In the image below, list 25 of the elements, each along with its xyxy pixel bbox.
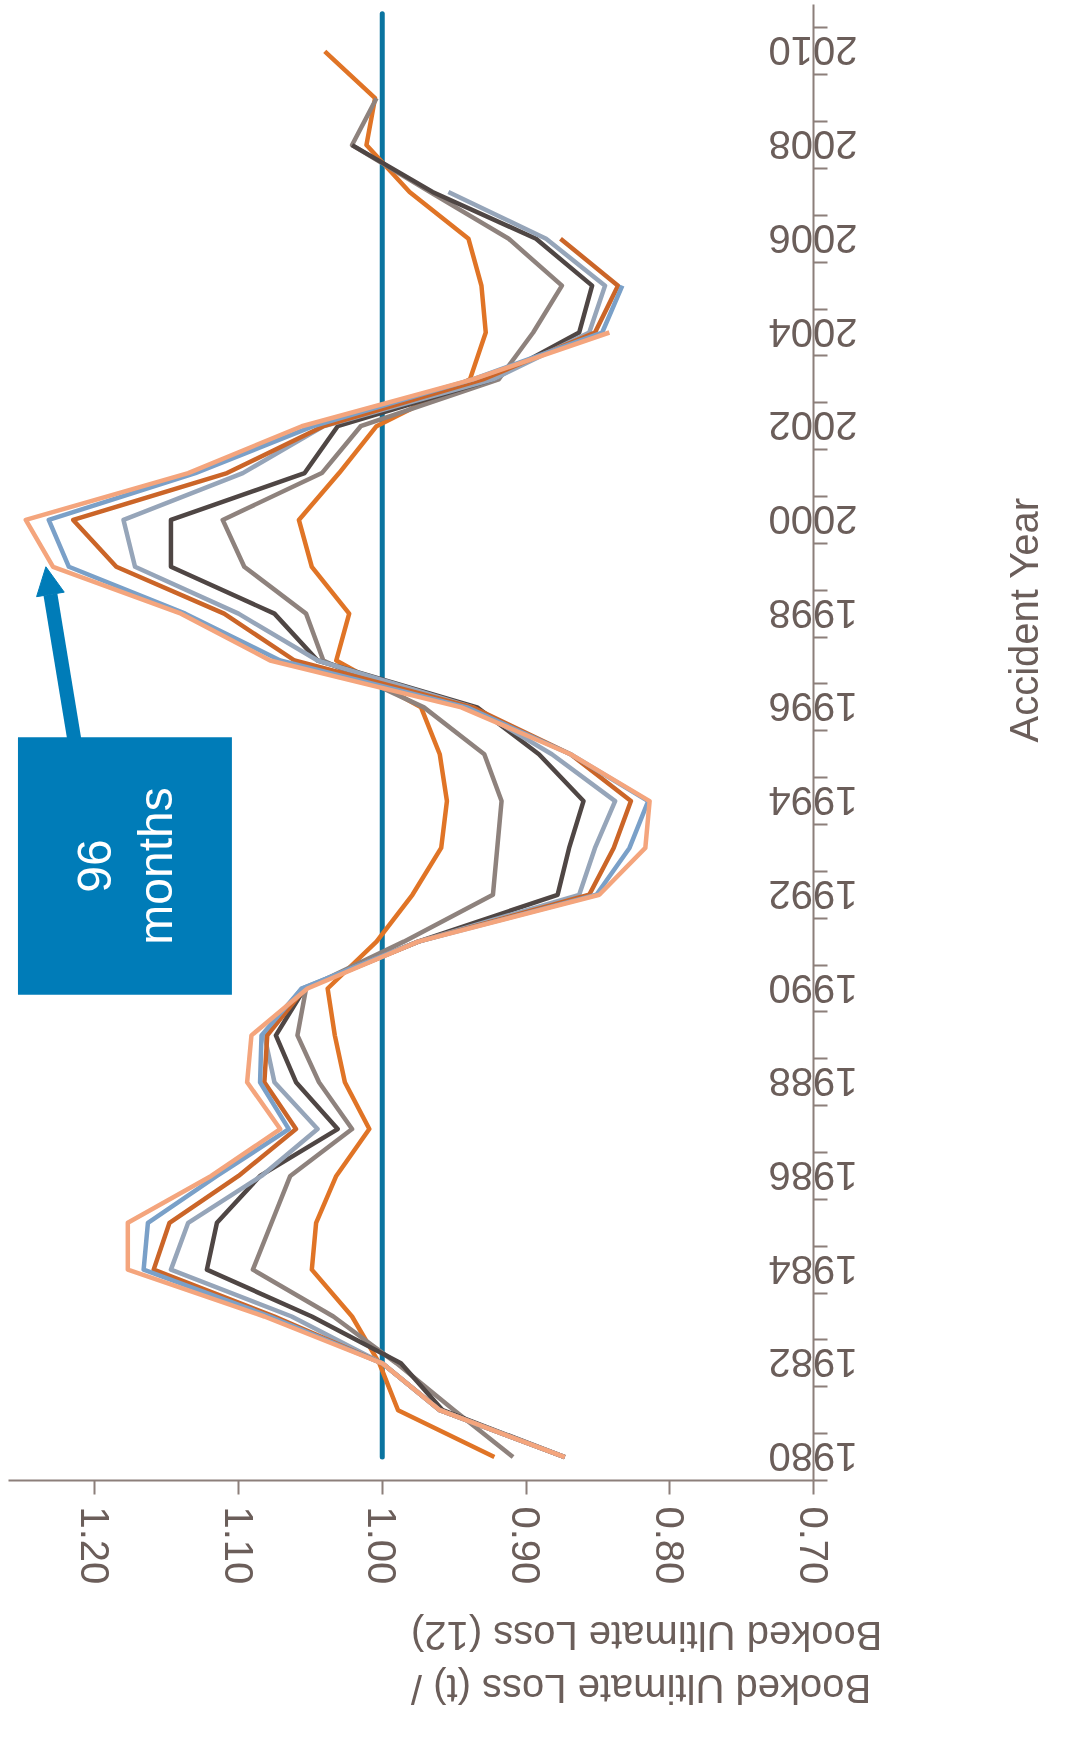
y-tick-label: 1994 (768, 779, 858, 824)
y-tick-label: 1998 (768, 591, 858, 636)
y-tick-label: 2006 (768, 216, 858, 261)
x-tick-label: 1.20 (72, 1506, 117, 1585)
y-tick-label: 1980 (768, 1435, 858, 1480)
y-tick-label: 1992 (768, 872, 858, 917)
x-tick-label: 1.10 (216, 1506, 261, 1585)
y-tick-label: 2002 (768, 404, 858, 449)
x-axis-title: Booked Ultimate Loss (t) / Booked Ultimate Loss (12) (410, 1613, 883, 1711)
y-tick-label: 1982 (768, 1341, 858, 1386)
x-tick-label: 0.90 (504, 1506, 548, 1585)
y-axis-title: Accident Year (1002, 497, 1047, 743)
y-tick-label: 1986 (768, 1153, 858, 1198)
y-tick-label: 2010 (768, 29, 858, 74)
y-tick-label: 2004 (768, 310, 858, 355)
y-tick-label: 1996 (768, 685, 858, 730)
x-tick-label: 0.70 (791, 1506, 836, 1585)
y-tick-label: 2000 (768, 497, 858, 542)
y-tick-label: 1988 (768, 1060, 858, 1105)
x-tick-label: 0.80 (647, 1506, 692, 1585)
x-tick-label: 1.00 (360, 1506, 405, 1585)
y-tick-label: 1984 (768, 1247, 858, 1292)
y-tick-label: 1990 (768, 966, 858, 1011)
y-tick-label: 2008 (768, 123, 858, 168)
annotation: 96 months (67, 787, 182, 945)
